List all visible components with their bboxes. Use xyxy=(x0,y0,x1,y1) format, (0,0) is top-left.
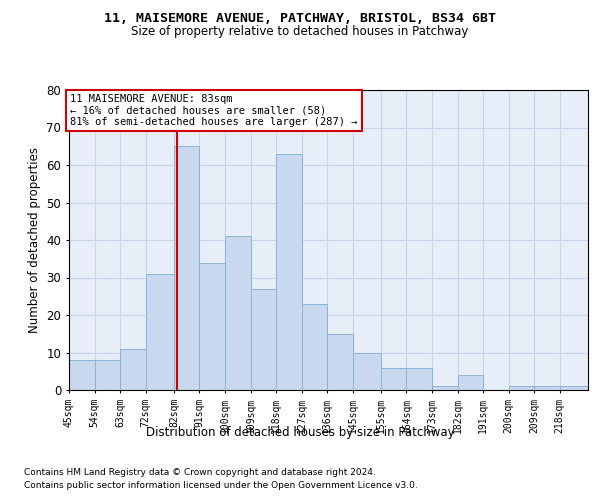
Bar xyxy=(560,386,588,390)
Bar xyxy=(69,360,95,390)
Bar xyxy=(302,304,327,390)
Bar xyxy=(95,360,120,390)
Bar xyxy=(146,274,174,390)
Bar xyxy=(251,289,276,390)
Text: Distribution of detached houses by size in Patchway: Distribution of detached houses by size … xyxy=(146,426,454,439)
Bar xyxy=(276,154,302,390)
Bar xyxy=(406,368,432,390)
Text: Contains HM Land Registry data © Crown copyright and database right 2024.: Contains HM Land Registry data © Crown c… xyxy=(24,468,376,477)
Bar xyxy=(458,375,483,390)
Bar xyxy=(120,349,146,390)
Bar xyxy=(432,386,458,390)
Bar xyxy=(174,146,199,390)
Bar xyxy=(225,236,251,390)
Bar xyxy=(199,262,225,390)
Text: Contains public sector information licensed under the Open Government Licence v3: Contains public sector information licen… xyxy=(24,482,418,490)
Bar xyxy=(509,386,534,390)
Bar xyxy=(353,352,381,390)
Text: 11 MAISEMORE AVENUE: 83sqm
← 16% of detached houses are smaller (58)
81% of semi: 11 MAISEMORE AVENUE: 83sqm ← 16% of deta… xyxy=(70,94,358,127)
Bar xyxy=(534,386,560,390)
Bar xyxy=(381,368,406,390)
Bar xyxy=(327,334,353,390)
Text: 11, MAISEMORE AVENUE, PATCHWAY, BRISTOL, BS34 6BT: 11, MAISEMORE AVENUE, PATCHWAY, BRISTOL,… xyxy=(104,12,496,26)
Text: Size of property relative to detached houses in Patchway: Size of property relative to detached ho… xyxy=(131,25,469,38)
Y-axis label: Number of detached properties: Number of detached properties xyxy=(28,147,41,333)
